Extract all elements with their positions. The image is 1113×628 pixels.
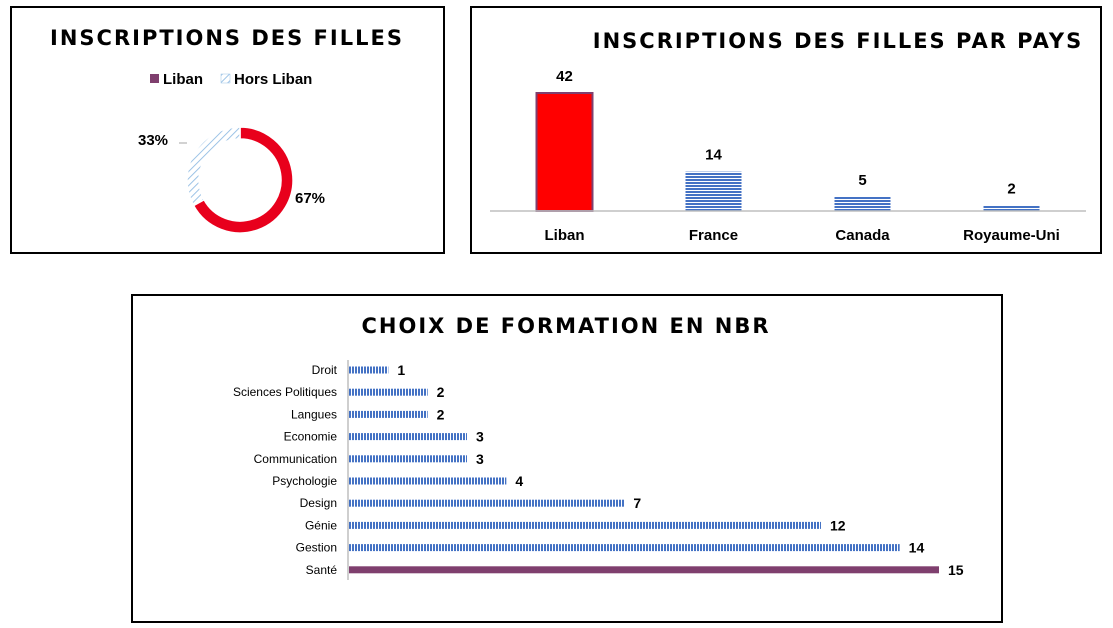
bar-sciences-politiques [349, 388, 428, 396]
chart-panel-formation: CHOIX DE FORMATION EN NBR Droit 1 Sciences… [131, 294, 1003, 623]
bar-droit [349, 366, 389, 374]
data-label-design: 7 [633, 495, 641, 511]
chart-title: INSCRIPTIONS DES FILLES [50, 26, 404, 50]
bar-canada [834, 196, 891, 211]
tick-label-gestion: Gestion [296, 541, 337, 555]
tick-label-genie: Génie [305, 518, 337, 532]
chart-panel-donut: INSCRIPTIONS DES FILLES Liban Hors Liban… [10, 6, 445, 254]
tick-label-sante: Santé [306, 563, 338, 577]
tick-label-droit: Droit [312, 363, 338, 377]
data-label-sciences-politiques: 2 [437, 384, 445, 400]
bar-communication [349, 455, 467, 463]
bar-design [349, 499, 625, 507]
chart-panel-country: INSCRIPTIONS DES FILLES PAR PAYS 42 Liban… [470, 6, 1102, 254]
tick-label-royaume-uni: Royaume-Uni [963, 227, 1060, 244]
tick-label-psychologie: Psychologie [272, 474, 337, 488]
country-bar-chart: INSCRIPTIONS DES FILLES PAR PAYS 42 Liban… [490, 29, 1086, 244]
bar-france [685, 171, 742, 211]
data-label-psychologie: 4 [515, 473, 523, 489]
legend-swatch-hors-liban [220, 73, 231, 84]
bar-economie [349, 433, 467, 441]
chart-title: CHOIX DE FORMATION EN NBR [362, 314, 771, 338]
data-label-royaume-uni: 2 [1007, 180, 1015, 197]
bar-langues [349, 410, 428, 418]
data-label-economie: 3 [476, 429, 484, 445]
data-label-canada: 5 [858, 172, 866, 189]
bar-sante [349, 566, 939, 574]
bar-psychologie [349, 477, 507, 485]
bar-royaume-uni [983, 205, 1040, 211]
data-label-genie: 12 [830, 517, 846, 533]
tick-label-canada: Canada [835, 227, 890, 244]
data-label-gestion: 14 [909, 540, 925, 556]
donut-slice-hors-liban [186, 126, 241, 207]
legend-swatch-liban [150, 74, 159, 83]
tick-label-design: Design [300, 496, 337, 510]
legend-label-hors-liban: Hors Liban [234, 71, 312, 88]
tick-label-langues: Langues [291, 407, 337, 421]
donut-chart: INSCRIPTIONS DES FILLES Liban Hors Liban… [50, 26, 404, 234]
data-label-communication: 3 [476, 451, 484, 467]
tick-label-sciences-politiques: Sciences Politiques [233, 385, 337, 399]
slice-label-liban: 67% [295, 190, 325, 207]
data-label-liban: 42 [556, 68, 573, 85]
tick-label-economie: Economie [284, 430, 338, 444]
bar-genie [349, 521, 821, 529]
formation-bar-chart: CHOIX DE FORMATION EN NBR Droit 1 Sciences… [233, 314, 964, 580]
chart-title: INSCRIPTIONS DES FILLES PAR PAYS [593, 29, 1083, 53]
legend-label-liban: Liban [163, 71, 203, 88]
data-label-droit: 1 [397, 362, 405, 378]
bar-gestion [349, 544, 900, 552]
slice-label-hors-liban: 33% [138, 132, 168, 149]
data-label-langues: 2 [437, 406, 445, 422]
tick-label-france: France [689, 227, 738, 244]
bar-liban [535, 92, 594, 212]
tick-label-liban: Liban [545, 227, 585, 244]
data-label-france: 14 [705, 147, 722, 164]
tick-label-communication: Communication [254, 452, 337, 466]
data-label-sante: 15 [948, 562, 964, 578]
